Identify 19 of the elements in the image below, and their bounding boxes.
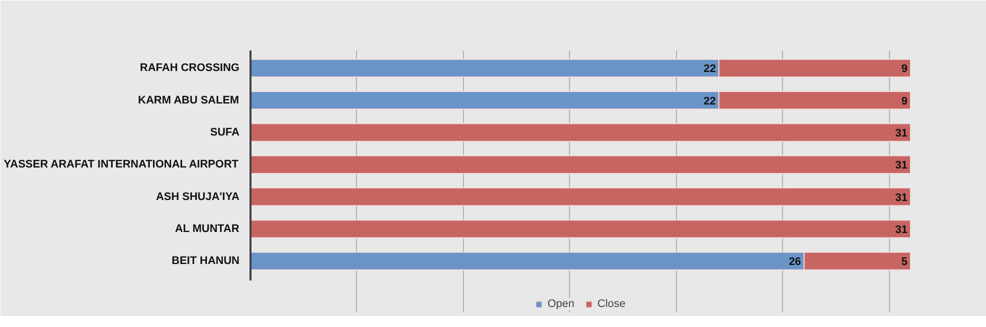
data-label: 31 — [895, 160, 908, 172]
y-tick-label: ASH SHUJA'IYA — [156, 190, 240, 203]
y-tick-label: RAFAH CROSSING — [140, 62, 240, 74]
y-tick-label: BEIT HANUN — [172, 255, 240, 268]
data-label: 9 — [901, 63, 908, 76]
y-tick-label: SUFA — [210, 126, 240, 138]
data-label: 22 — [704, 63, 716, 76]
y-tick-label: KARM ABU SALEM — [138, 94, 240, 106]
y-tick-label: AL MUNTAR — [174, 222, 240, 235]
data-label: 5 — [901, 256, 908, 268]
data-label: 31 — [895, 127, 908, 140]
data-label: 31 — [895, 192, 908, 204]
data-label: 26 — [788, 256, 802, 268]
data-label: 22 — [704, 95, 716, 108]
legend-label: Close — [597, 298, 626, 310]
legend-label: Open — [547, 298, 574, 310]
y-tick-label: YASSER ARAFAT INTERNATIONAL AIRPORT — [4, 158, 239, 171]
data-label: 31 — [895, 224, 908, 236]
data-label: 9 — [901, 95, 908, 108]
